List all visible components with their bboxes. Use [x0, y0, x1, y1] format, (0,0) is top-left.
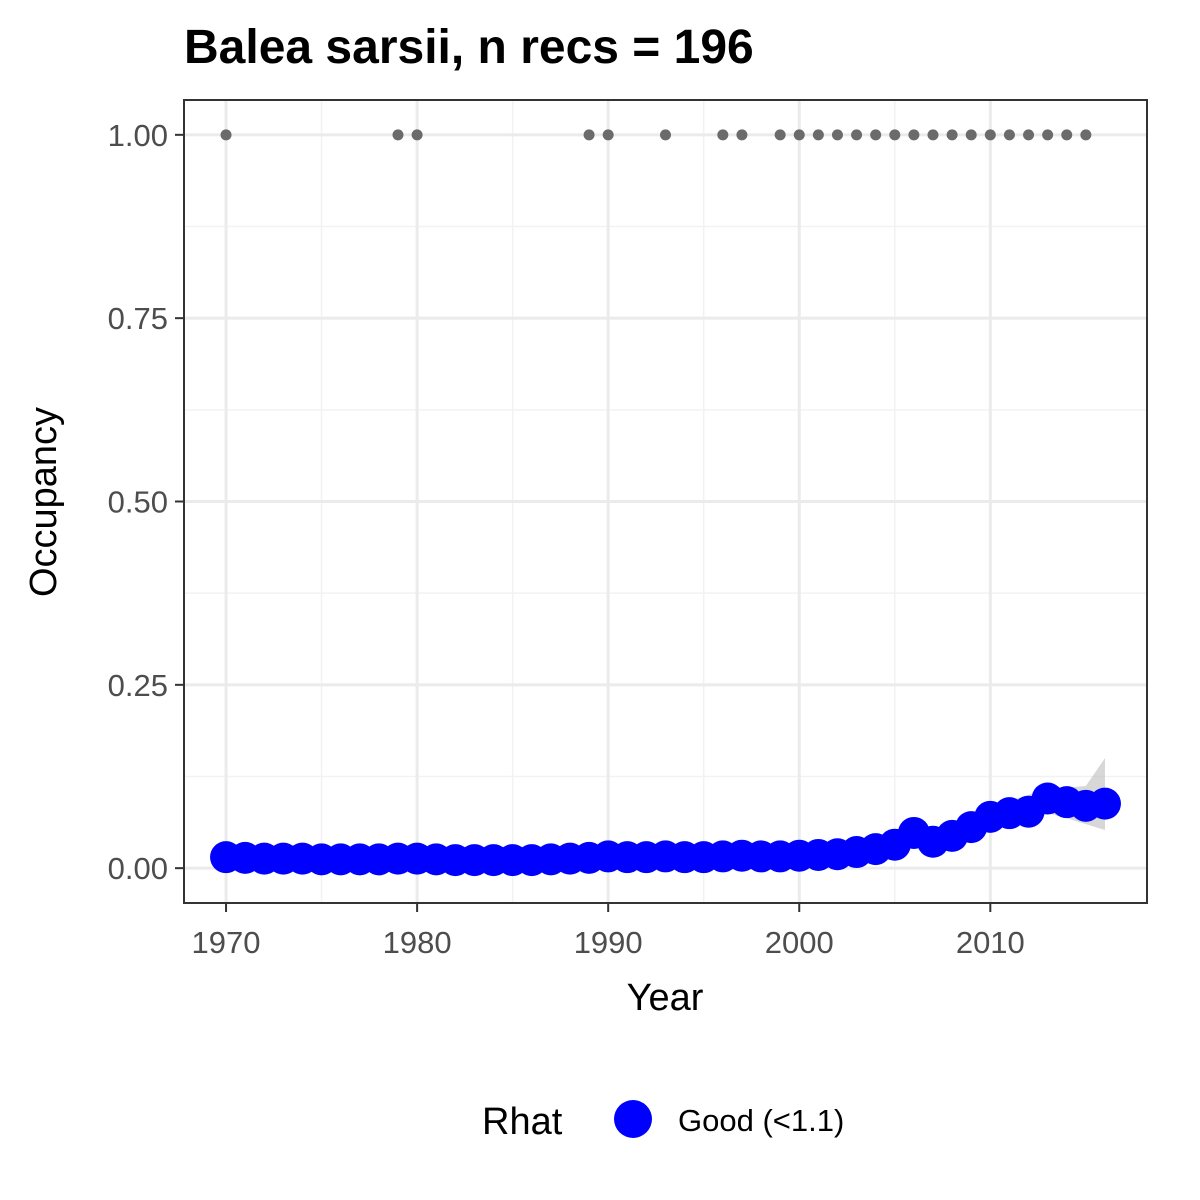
occupancy-points — [210, 782, 1121, 877]
legend: Rhat Good (<1.1) — [482, 1100, 844, 1143]
y-axis-title: Occupancy — [23, 407, 65, 597]
record-year-points — [220, 129, 1092, 141]
record-year-point — [946, 129, 958, 141]
x-axis-title: Year — [627, 977, 704, 1019]
y-tick-label: 1.00 — [108, 118, 168, 153]
record-year-point — [660, 129, 671, 141]
record-year-point — [831, 129, 843, 141]
record-year-point — [984, 129, 996, 141]
record-year-point — [927, 129, 939, 141]
record-year-point — [965, 129, 977, 141]
record-year-point — [1003, 129, 1015, 141]
record-year-point — [851, 129, 863, 141]
record-year-point — [793, 129, 805, 141]
record-year-point — [908, 129, 920, 141]
occupancy-point — [1088, 787, 1121, 820]
record-year-point — [774, 129, 786, 141]
record-year-point — [812, 129, 824, 141]
x-tick-label: 2000 — [765, 925, 834, 960]
axes: 1970 1980 1990 2000 2010 0.00 0.25 0.50 0.75 1.00 — [108, 118, 1025, 960]
record-year-point — [411, 129, 423, 141]
legend-label: Good (<1.1) — [678, 1103, 844, 1138]
x-tick-label: 1990 — [574, 925, 643, 960]
x-tick-label: 2010 — [956, 925, 1025, 960]
record-year-point — [583, 129, 595, 141]
record-year-point — [889, 129, 901, 141]
record-year-point — [1023, 129, 1035, 141]
y-tick-label: 0.75 — [108, 301, 168, 336]
x-tick-label: 1980 — [383, 925, 452, 960]
record-year-point — [1061, 129, 1073, 141]
record-year-point — [1042, 129, 1054, 141]
legend-swatch — [614, 1100, 652, 1138]
y-tick-label: 0.50 — [108, 485, 168, 520]
legend-title: Rhat — [482, 1101, 563, 1143]
record-year-point — [1080, 129, 1092, 141]
record-year-point — [602, 129, 614, 141]
y-tick-label: 0.00 — [108, 851, 168, 886]
x-tick-label: 1970 — [192, 925, 261, 960]
record-year-point — [736, 129, 748, 141]
record-year-point — [870, 129, 882, 141]
record-year-point — [220, 129, 232, 141]
record-year-point — [392, 129, 404, 141]
record-year-point — [717, 129, 729, 141]
chart-title: Balea sarsii, n recs = 196 — [184, 21, 754, 74]
y-tick-label: 0.25 — [108, 668, 168, 703]
